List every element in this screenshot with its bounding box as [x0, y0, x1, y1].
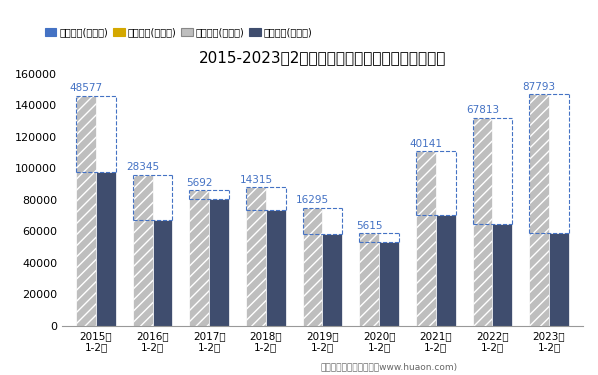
Bar	[266, 210, 286, 326]
Bar	[152, 220, 172, 326]
Title: 2015-2023年2月河北省外商投资企业进出口差额图: 2015-2023年2月河北省外商投资企业进出口差额图	[199, 51, 446, 66]
Bar	[416, 151, 436, 326]
Text: 87793: 87793	[523, 82, 556, 92]
Bar	[190, 190, 209, 326]
Text: 制图：华经产业研究院（www.huaon.com): 制图：华经产业研究院（www.huaon.com)	[320, 362, 457, 371]
Text: 67813: 67813	[466, 105, 499, 116]
Bar	[492, 224, 512, 326]
Bar	[322, 234, 342, 326]
Bar	[359, 233, 379, 326]
Text: 16295: 16295	[296, 195, 329, 206]
Bar	[303, 208, 322, 326]
Bar	[133, 175, 152, 326]
Bar	[529, 94, 549, 326]
Bar	[379, 242, 399, 326]
Bar	[246, 187, 266, 326]
Text: 14315: 14315	[239, 175, 273, 185]
Bar	[472, 118, 492, 326]
Legend: 贸易顺差(万美元), 贸易逆差(万美元), 出口总额(万美元), 进口总额(万美元): 贸易顺差(万美元), 贸易逆差(万美元), 出口总额(万美元), 进口总额(万美…	[41, 23, 316, 41]
Text: 28345: 28345	[126, 162, 159, 172]
Bar	[76, 96, 96, 326]
Bar	[209, 199, 229, 326]
Bar	[549, 233, 569, 326]
Text: 40141: 40141	[410, 139, 443, 148]
Bar	[436, 215, 456, 326]
Text: 5692: 5692	[186, 178, 212, 188]
Text: 48577: 48577	[69, 83, 103, 93]
Text: 5615: 5615	[356, 220, 383, 231]
Bar	[96, 172, 116, 326]
